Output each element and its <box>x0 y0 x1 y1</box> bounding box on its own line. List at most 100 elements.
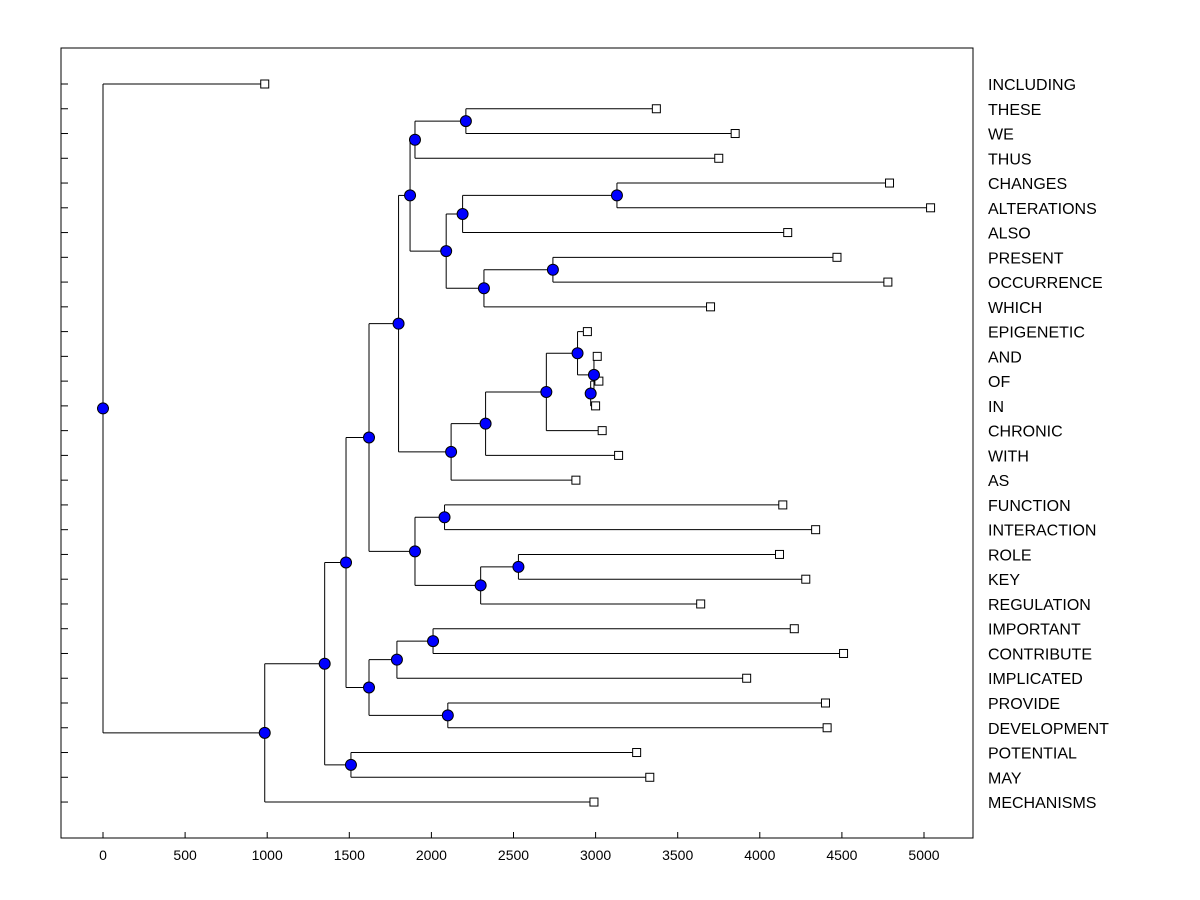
x-tick-label: 2000 <box>416 847 447 863</box>
leaf-marker <box>783 228 793 238</box>
leaf-marker <box>885 178 895 188</box>
leaf-label: EPIGENETIC <box>988 325 1085 342</box>
merge-node <box>445 445 458 458</box>
leaf-marker <box>592 351 602 361</box>
x-tick-label: 3000 <box>580 847 611 863</box>
leaf-marker <box>714 153 724 163</box>
leaf-marker <box>651 104 661 114</box>
merge-node <box>390 653 403 666</box>
leaf-label: IN <box>988 399 1004 416</box>
x-tick-label: 0 <box>99 847 107 863</box>
merge-node <box>477 282 490 295</box>
leaf-marker <box>778 500 788 510</box>
x-tick-label: 1000 <box>252 847 283 863</box>
tick-layer: 0 500 1000 1500 2000 2500 3000 3500 4000 4500 5000 <box>61 83 940 863</box>
leaf-marker <box>706 302 716 312</box>
x-tick-label: 500 <box>173 847 197 863</box>
leaf-marker <box>775 549 785 559</box>
leaf-marker <box>742 673 752 683</box>
leaf-label: IMPLICATED <box>988 671 1083 688</box>
leaf-label: WE <box>988 127 1014 144</box>
leaf-label: IMPORTANT <box>988 622 1081 639</box>
merge-node <box>546 263 559 276</box>
x-tick-label: 4500 <box>826 847 857 863</box>
leaf-label: CHRONIC <box>988 424 1063 441</box>
leaf-marker <box>589 797 599 807</box>
leaf-label: THESE <box>988 102 1041 119</box>
leaf-marker <box>582 327 592 337</box>
leaf-label: ALTERATIONS <box>988 201 1097 218</box>
x-tick-label: 4000 <box>744 847 775 863</box>
merge-node <box>344 758 357 771</box>
leaf-marker <box>730 129 740 139</box>
leaf-label: CONTRIBUTE <box>988 646 1092 663</box>
leaf-marker <box>597 426 607 436</box>
leaf-marker <box>571 475 581 485</box>
merge-node <box>408 133 421 146</box>
leaf-label: KEY <box>988 572 1020 589</box>
leaf-marker <box>822 723 832 733</box>
leaf-label: PRESENT <box>988 250 1064 267</box>
leaf-label: OF <box>988 374 1010 391</box>
x-tick-label: 5000 <box>908 847 939 863</box>
leaf-label: THUS <box>988 151 1032 168</box>
label-layer: INCLUDING THESE WE THUS CHANGES ALTERATIONS AL… <box>988 77 1109 812</box>
leaf-marker <box>645 772 655 782</box>
merge-node <box>97 402 109 415</box>
merge-node <box>610 189 623 202</box>
merge-node <box>459 115 472 128</box>
merge-node <box>340 556 353 569</box>
merge-node <box>258 726 271 739</box>
leaf-label: MECHANISMS <box>988 795 1096 812</box>
leaf-label: POTENTIAL <box>988 746 1077 763</box>
merge-node <box>318 657 331 670</box>
x-tick-label: 3500 <box>662 847 693 863</box>
leaf-label: REGULATION <box>988 597 1091 614</box>
leaf-label: WITH <box>988 448 1029 465</box>
leaf-label: AND <box>988 349 1022 366</box>
leaf-layer <box>260 79 936 807</box>
leaf-marker <box>789 624 799 634</box>
leaf-label: INCLUDING <box>988 77 1076 94</box>
leaf-label: ROLE <box>988 547 1032 564</box>
leaf-marker <box>926 203 936 213</box>
merge-node <box>408 545 421 558</box>
leaf-marker <box>832 252 842 262</box>
leaf-marker <box>632 748 642 758</box>
leaf-marker <box>811 525 821 535</box>
merge-node <box>456 207 469 220</box>
plot-area-frame <box>60 47 974 839</box>
merge-node <box>392 317 405 330</box>
merge-node <box>479 417 492 430</box>
leaf-label: AS <box>988 473 1009 490</box>
leaf-label: INTERACTION <box>988 523 1096 540</box>
leaf-label: ALSO <box>988 226 1031 243</box>
leaf-marker <box>696 599 706 609</box>
merge-node <box>363 431 376 444</box>
merge-node <box>441 709 454 722</box>
leaf-label: MAY <box>988 770 1022 787</box>
merge-node <box>584 387 597 400</box>
leaf-label: FUNCTION <box>988 498 1071 515</box>
leaf-label: OCCURRENCE <box>988 275 1103 292</box>
merge-node <box>404 189 417 202</box>
merge-node <box>512 560 525 573</box>
node-layer <box>97 115 623 771</box>
merge-node <box>540 385 553 398</box>
merge-node <box>438 511 451 524</box>
leaf-marker <box>820 698 830 708</box>
x-tick-label: 2500 <box>498 847 529 863</box>
leaf-label: PROVIDE <box>988 696 1060 713</box>
leaf-marker <box>801 574 811 584</box>
leaf-label: WHICH <box>988 300 1042 317</box>
merge-node <box>474 579 487 592</box>
branch-layer <box>102 83 931 803</box>
leaf-label: DEVELOPMENT <box>988 721 1109 738</box>
merge-node <box>440 245 453 258</box>
leaf-label: CHANGES <box>988 176 1067 193</box>
merge-node <box>363 681 376 694</box>
leaf-marker <box>883 277 893 287</box>
merge-node <box>571 347 584 360</box>
